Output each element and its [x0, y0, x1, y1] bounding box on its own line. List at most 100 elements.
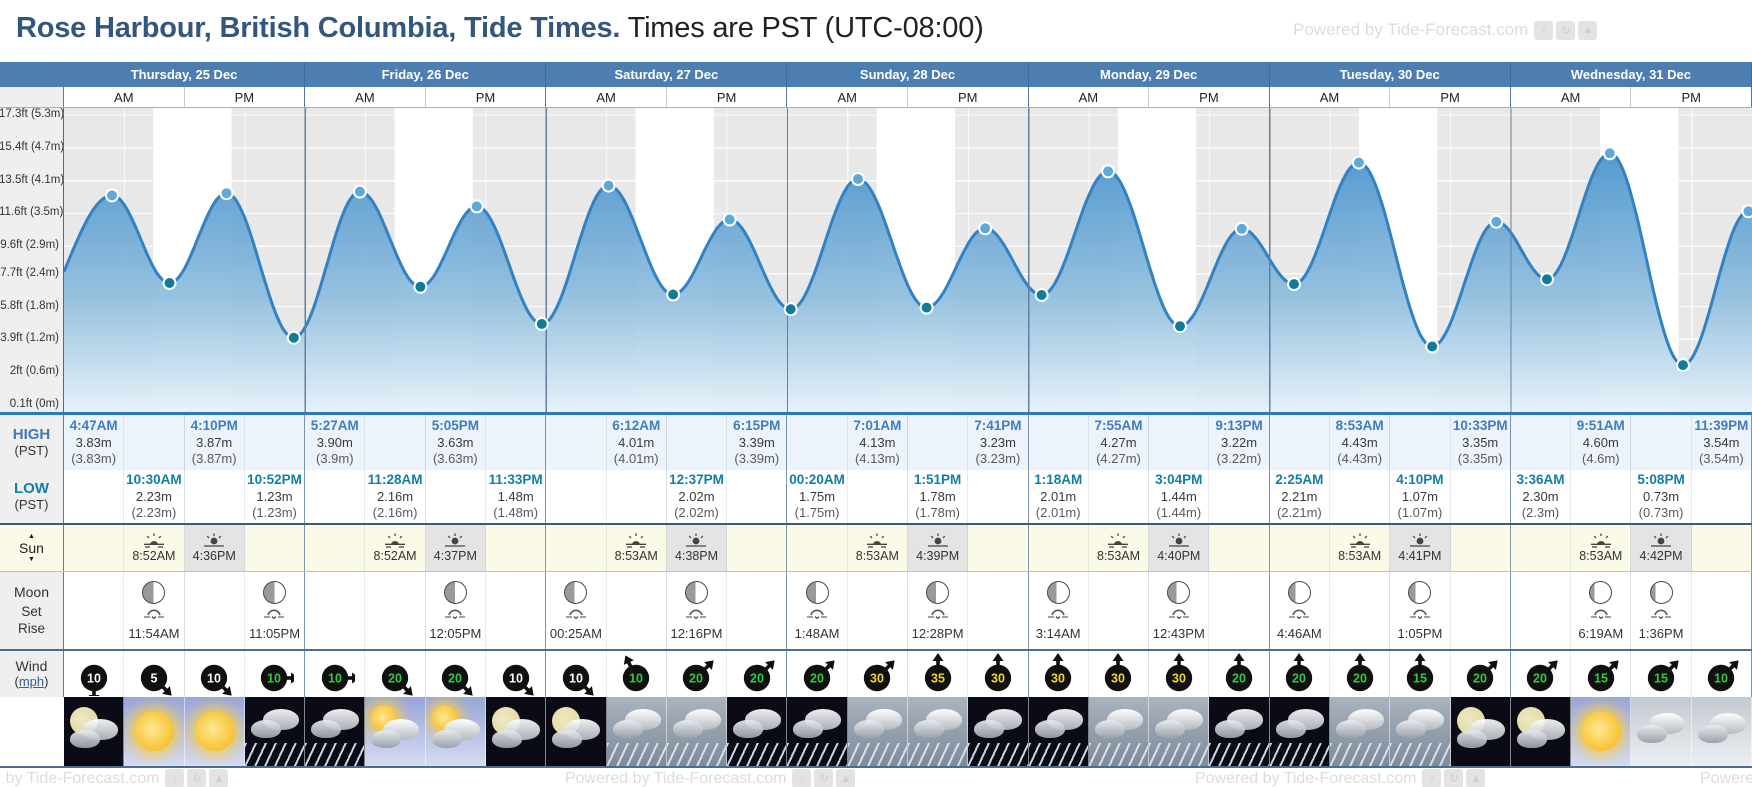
- social-icon[interactable]: ♪: [165, 769, 185, 787]
- moon-setrise-icon: [927, 609, 948, 619]
- low-tide-height-paren: (1.44m): [1156, 504, 1202, 520]
- high-tide-time: 9:51AM: [1576, 418, 1625, 434]
- moon-time: 4:46AM: [1276, 625, 1322, 641]
- powered-by-footer[interactable]: Powered by Tide-Forecast.com♪↻▲: [0, 769, 229, 787]
- powered-by-footer[interactable]: Powered by Tide-Forecast.com♪↻▲: [1195, 769, 1486, 787]
- wind-arrow-icon: 5: [140, 664, 172, 696]
- sunrise-cell: 8:53AM: [848, 525, 908, 571]
- moon-event-cell: 6:19AM: [1571, 572, 1632, 649]
- sunrise-icon: [385, 533, 406, 548]
- pm-header: PM: [1631, 87, 1752, 107]
- low-label-tz: (PST): [14, 496, 49, 512]
- moon-event-cell: 1:36PM: [1631, 572, 1692, 649]
- social-icon[interactable]: ▲: [1578, 20, 1598, 40]
- moon-event-cell: 11:05PM: [245, 572, 306, 649]
- sun-empty-cell: [1692, 525, 1752, 571]
- am-header: AM: [64, 87, 185, 107]
- rain-icon: [1329, 742, 1390, 766]
- high-tide-height-paren: (3.23m): [975, 450, 1021, 466]
- powered-by-footer[interactable]: Powered by Tide-Forecast.com♪↻▲: [565, 769, 856, 787]
- sun-row-label[interactable]: ▲ Sun ▼: [0, 525, 64, 571]
- social-icon[interactable]: ♪: [1422, 769, 1442, 787]
- high-tide-event: 8:53AM 4.43m (4.43m): [1336, 418, 1384, 466]
- high-tide-cell: 8:53AM 4.43m (4.43m): [1330, 415, 1391, 470]
- low-tide-cell: 4:10PM 1.07m (1.07m): [1390, 470, 1451, 523]
- cloud-icon: [1275, 720, 1306, 738]
- high-tide-cell: 7:55AM 4.27m (4.27m): [1089, 415, 1150, 470]
- cloud-icon: [974, 720, 1005, 738]
- low-tide-height: 2.01m: [1040, 488, 1077, 504]
- social-icon[interactable]: ▲: [1466, 769, 1486, 787]
- social-icon[interactable]: ▲: [209, 769, 229, 787]
- cloud-icon: [491, 730, 522, 748]
- sunrise-time: 8:53AM: [1096, 549, 1141, 563]
- social-icon[interactable]: ↻: [1444, 769, 1464, 787]
- am-header: AM: [1511, 87, 1632, 107]
- day-header-1: Thursday, 25 Dec: [64, 62, 306, 87]
- cloud-icon: [733, 720, 764, 738]
- powered-by-footer[interactable]: Powered by Tide-Forecast.com♪↻▲: [1700, 769, 1752, 787]
- low-tide-height: 1.07m: [1401, 488, 1438, 504]
- am-header: AM: [546, 87, 667, 107]
- low-tide-cell: [1089, 470, 1150, 523]
- moon-phase-icon: [1287, 580, 1311, 604]
- moon-time: 12:28PM: [911, 625, 964, 641]
- low-tide-height: 2.21m: [1281, 488, 1318, 504]
- svg-text:20: 20: [1534, 672, 1548, 686]
- high-tide-height: 3.35m: [1462, 434, 1499, 450]
- y-axis-tick-label: 2ft (0.6m): [9, 365, 59, 378]
- low-tide-cell: [727, 470, 788, 523]
- high-tide-event: 10:33PM 3.35m (3.35m): [1453, 418, 1508, 466]
- moon-setrise-icon: [1409, 609, 1430, 619]
- high-tide-cell: [546, 415, 607, 470]
- moon-time: 12:16PM: [670, 625, 723, 641]
- high-tide-cell: [908, 415, 969, 470]
- high-tide-height: 3.87m: [196, 434, 233, 450]
- sunrise-cell: 8:53AM: [607, 525, 667, 571]
- high-tide-cell: [1631, 415, 1692, 470]
- wind-cell: 15: [1571, 651, 1632, 697]
- wind-cell: 20: [1330, 651, 1391, 697]
- wind-cell: 20: [1511, 651, 1572, 697]
- low-tide-time: 2:25AM: [1275, 472, 1324, 488]
- low-tide-cell: 11:28AM 2.16m (2.16m): [365, 470, 426, 523]
- sunrise-time: 8:53AM: [855, 549, 899, 563]
- high-tide-height: 4.60m: [1582, 434, 1619, 450]
- low-tide-time: 1:51PM: [913, 472, 962, 488]
- wind-cell: 10: [305, 651, 366, 697]
- high-tide-time: 7:01AM: [853, 418, 902, 434]
- high-tide-height-paren: (3.54m): [1698, 450, 1744, 466]
- weather-icon-sun: [184, 697, 245, 766]
- social-icon[interactable]: ↻: [814, 769, 834, 787]
- low-tide-cell: [1571, 470, 1632, 523]
- rain-icon: [666, 742, 727, 766]
- wind-arrow-icon: 10: [80, 664, 107, 696]
- high-tide-time: 5:05PM: [431, 418, 479, 434]
- moon-event-cell: 11:54AM: [124, 572, 185, 649]
- social-icon[interactable]: ♪: [1534, 20, 1554, 40]
- social-icon[interactable]: ↻: [1556, 20, 1576, 40]
- moon-empty-cell: [64, 572, 125, 649]
- low-tide-event: 00:20AM 1.75m (1.75m): [789, 472, 845, 520]
- day-header-5: Monday, 29 Dec: [1029, 62, 1270, 87]
- moon-empty-cell: [1330, 572, 1391, 649]
- high-tide-cell: [667, 415, 728, 470]
- tide-curve-chart[interactable]: [64, 108, 1752, 412]
- wind-arrow-icon: 20: [442, 664, 474, 696]
- powered-by-top[interactable]: Powered by Tide-Forecast.com ♪ ↻ ▲: [1293, 20, 1598, 40]
- low-tide-event: 10:30AM 2.23m (2.23m): [126, 472, 182, 520]
- ampm-corner: [0, 87, 64, 107]
- rain-icon: [1149, 742, 1209, 766]
- moon-empty-cell: [1209, 572, 1270, 649]
- low-tide-height: 2.02m: [678, 488, 715, 504]
- wind-unit-link[interactable]: mph: [18, 673, 45, 689]
- svg-text:30: 30: [870, 672, 884, 686]
- social-icon[interactable]: ♪: [792, 769, 812, 787]
- weather-icon-night-rain: [1028, 697, 1089, 766]
- day-header-3: Saturday, 27 Dec: [546, 62, 788, 87]
- social-icon[interactable]: ▲: [836, 769, 856, 787]
- social-icon[interactable]: ↻: [187, 769, 207, 787]
- low-tide-event: 1:51PM 1.78m (1.78m): [914, 472, 961, 520]
- rain-icon: [968, 742, 1028, 766]
- high-tide-height-paren: (3.83m): [71, 450, 117, 466]
